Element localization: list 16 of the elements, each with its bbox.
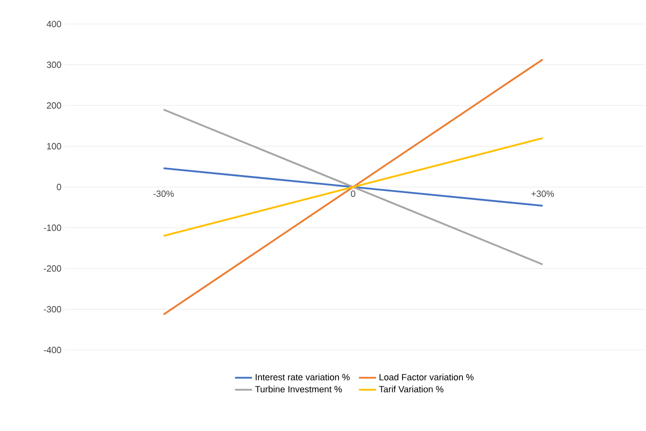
y-tick-label: -100 [44,224,62,231]
y-tick-label: 400 [46,20,62,28]
legend-label: Tarif Variation % [379,386,444,392]
x-tick-label: +30% [531,190,554,197]
x-tick-label: 0 [350,190,356,197]
legend-label: Turbine Investment % [255,386,342,392]
y-tick-label: 300 [46,62,62,68]
y-tick-label: -400 [44,346,62,354]
y-tick-label: -300 [44,306,62,312]
legend-label: Load Factor variation % [380,374,474,380]
legend-label: Interest rate variation % [256,374,350,380]
x-tick-label: -30% [153,190,174,197]
y-tick-label: 100 [47,143,62,150]
y-tick-label: 0 [56,184,62,190]
y-tick-label: 200 [46,102,62,109]
y-tick-label: -200 [44,265,62,272]
